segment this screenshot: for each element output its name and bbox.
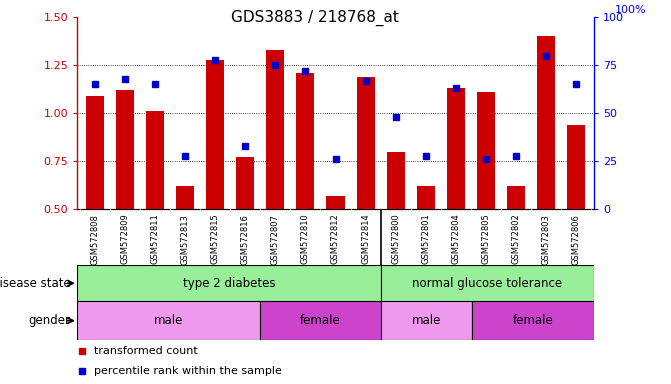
Bar bbox=[381, 265, 594, 301]
Bar bbox=[116, 90, 134, 209]
Text: disease state: disease state bbox=[0, 277, 70, 290]
Text: GSM572810: GSM572810 bbox=[301, 214, 310, 265]
Text: GSM572804: GSM572804 bbox=[451, 214, 460, 265]
Text: GSM572800: GSM572800 bbox=[391, 214, 400, 265]
Bar bbox=[77, 265, 381, 301]
Bar bbox=[266, 50, 285, 209]
Bar bbox=[567, 125, 585, 209]
Text: GSM572807: GSM572807 bbox=[271, 214, 280, 265]
Bar bbox=[381, 301, 472, 340]
Bar bbox=[447, 88, 464, 209]
Text: GSM572813: GSM572813 bbox=[180, 214, 190, 265]
Bar bbox=[77, 301, 260, 340]
Text: GSM572806: GSM572806 bbox=[571, 214, 580, 265]
Bar bbox=[260, 301, 381, 340]
Text: GSM572801: GSM572801 bbox=[421, 214, 430, 265]
Text: male: male bbox=[412, 314, 442, 327]
Text: percentile rank within the sample: percentile rank within the sample bbox=[94, 366, 282, 376]
Text: transformed count: transformed count bbox=[94, 346, 198, 356]
Bar bbox=[472, 301, 594, 340]
Text: GSM572812: GSM572812 bbox=[331, 214, 340, 265]
Bar bbox=[417, 186, 435, 209]
Bar bbox=[207, 60, 224, 209]
Text: GSM572811: GSM572811 bbox=[151, 214, 160, 265]
Text: male: male bbox=[154, 314, 183, 327]
Bar bbox=[86, 96, 104, 209]
Text: gender: gender bbox=[28, 314, 70, 327]
Bar bbox=[356, 77, 374, 209]
Text: GDS3883 / 218768_at: GDS3883 / 218768_at bbox=[231, 10, 399, 26]
Text: GSM572808: GSM572808 bbox=[91, 214, 100, 265]
Bar bbox=[476, 92, 495, 209]
Bar bbox=[236, 157, 254, 209]
Text: female: female bbox=[513, 314, 554, 327]
Text: normal glucose tolerance: normal glucose tolerance bbox=[413, 277, 562, 290]
Text: GSM572802: GSM572802 bbox=[511, 214, 520, 265]
Bar bbox=[386, 152, 405, 209]
Text: type 2 diabetes: type 2 diabetes bbox=[183, 277, 275, 290]
Text: 100%: 100% bbox=[615, 5, 646, 15]
Text: GSM572815: GSM572815 bbox=[211, 214, 220, 265]
Text: GSM572809: GSM572809 bbox=[121, 214, 130, 265]
Text: GSM572805: GSM572805 bbox=[481, 214, 491, 265]
Text: female: female bbox=[300, 314, 341, 327]
Bar bbox=[327, 196, 344, 209]
Text: GSM572816: GSM572816 bbox=[241, 214, 250, 265]
Text: GSM572814: GSM572814 bbox=[361, 214, 370, 265]
Bar bbox=[176, 186, 195, 209]
Text: GSM572803: GSM572803 bbox=[541, 214, 550, 265]
Bar bbox=[507, 186, 525, 209]
Bar bbox=[146, 111, 164, 209]
Bar bbox=[537, 36, 555, 209]
Bar bbox=[297, 73, 315, 209]
